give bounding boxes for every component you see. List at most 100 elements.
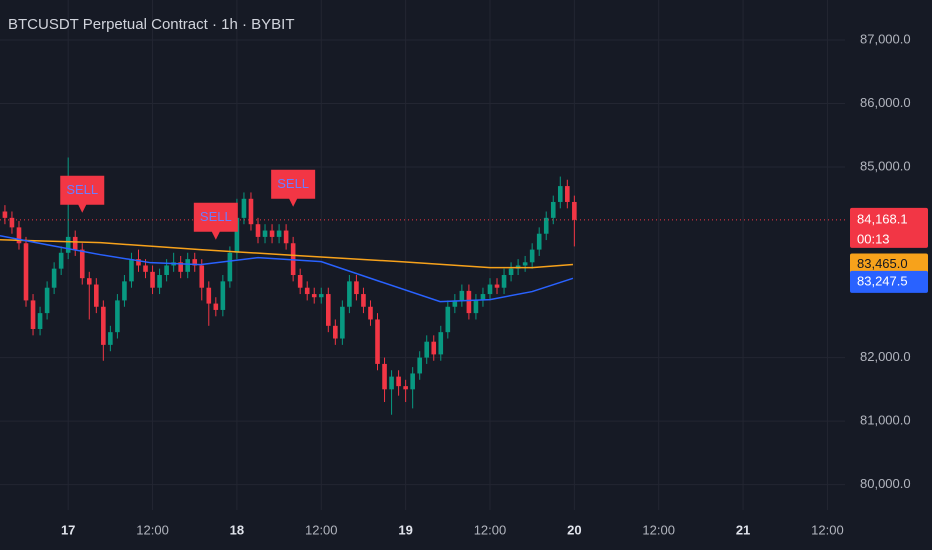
candle-body <box>382 363 387 390</box>
candle-body <box>508 268 514 276</box>
countdown-label: 00:13 <box>857 231 890 246</box>
candle-body <box>550 201 556 218</box>
candle-body <box>108 332 113 345</box>
candle-body <box>333 325 338 339</box>
last-price-label: 84,168.1 <box>857 211 908 226</box>
candle-body <box>262 230 268 237</box>
candle-body <box>164 265 169 276</box>
candle-body <box>241 198 247 218</box>
sell-label: SELL <box>66 182 98 197</box>
indicator-price-label: 83,465.0 <box>857 256 908 271</box>
candle-body <box>565 186 570 202</box>
candle-body <box>347 281 352 307</box>
indicator-price-box <box>850 253 928 276</box>
candle-body <box>157 275 162 288</box>
candle-body <box>234 217 240 253</box>
candle-body <box>536 233 542 250</box>
x-tick-label: 12:00 <box>811 522 844 537</box>
candle-body <box>480 294 486 301</box>
candle-body <box>494 284 500 288</box>
candle-body <box>206 287 212 304</box>
candle-body <box>23 243 29 301</box>
candle-body <box>431 341 437 355</box>
last-price-box <box>850 207 928 248</box>
candle-body <box>557 186 563 202</box>
candle-body <box>459 290 465 301</box>
candle-body <box>522 262 528 266</box>
candle-body <box>297 275 303 288</box>
candle-body <box>199 265 205 288</box>
candle-body <box>473 300 479 314</box>
candle-body <box>136 259 141 266</box>
candle-body <box>424 341 430 358</box>
x-tick-label: 12:00 <box>136 522 169 537</box>
candle-body <box>178 262 183 272</box>
y-tick-label: 86,000.0 <box>860 95 911 110</box>
candle-body <box>410 373 415 390</box>
candle-body <box>44 287 50 314</box>
x-tick-label: 12:00 <box>474 522 507 537</box>
indicator-price-box <box>850 270 928 293</box>
candle-body <box>150 271 155 288</box>
candle-body <box>115 300 120 333</box>
sell-marker <box>271 169 316 207</box>
candle-body <box>396 376 401 387</box>
grid <box>0 0 845 510</box>
y-tick-label: 81,000.0 <box>860 413 911 428</box>
candle-body <box>417 357 422 374</box>
candle-body <box>9 217 15 228</box>
candle-body <box>72 236 78 250</box>
candle-body <box>283 230 289 244</box>
candle-body <box>185 259 190 272</box>
candle-body <box>65 236 71 253</box>
x-tick-label: 21 <box>736 522 750 537</box>
sell-marker <box>60 175 105 213</box>
candle-body <box>86 278 92 285</box>
candle-body <box>501 275 507 288</box>
x-tick-label: 12:00 <box>642 522 675 537</box>
candle-body <box>16 227 22 244</box>
x-tick-label: 19 <box>398 522 412 537</box>
candle-body <box>466 290 472 314</box>
candle-body <box>325 294 331 326</box>
candle-body <box>340 306 345 339</box>
candle-body <box>438 332 444 355</box>
marks <box>0 157 845 415</box>
candle-body <box>255 224 261 237</box>
candle-body <box>529 249 535 263</box>
x-tick-label: 12:00 <box>305 522 338 537</box>
chart-title: BTCUSDT Perpetual Contract · 1h · BYBIT <box>8 16 295 33</box>
candle-body <box>361 294 366 307</box>
candle-body <box>572 201 577 220</box>
indicator-line <box>0 234 574 303</box>
candle-body <box>213 303 219 310</box>
candle-body <box>445 306 451 333</box>
y-tick-label: 85,000.0 <box>860 158 911 173</box>
candle-body <box>487 284 493 295</box>
candle-body <box>227 252 233 282</box>
candle-body <box>143 265 148 272</box>
candle-body <box>269 230 275 237</box>
sell-label: SELL <box>277 176 309 191</box>
sell-marker <box>193 202 238 240</box>
candle-body <box>58 252 64 269</box>
indicator-line <box>0 238 573 269</box>
candle-body <box>30 300 36 329</box>
candle-body <box>389 376 394 390</box>
candle-body <box>452 300 458 307</box>
y-tick-label: 82,000.0 <box>860 349 911 364</box>
candle-body <box>2 211 8 218</box>
candle-body <box>129 259 134 282</box>
indicator-price-label: 83,247.5 <box>857 273 908 288</box>
sell-label: SELL <box>200 209 232 224</box>
candle-body <box>354 281 359 295</box>
x-tick-label: 18 <box>230 522 244 537</box>
candle-body <box>311 294 317 298</box>
candle-body <box>318 294 324 298</box>
candle-body <box>368 306 373 320</box>
candle-body <box>276 230 282 237</box>
candle-body <box>94 284 99 307</box>
